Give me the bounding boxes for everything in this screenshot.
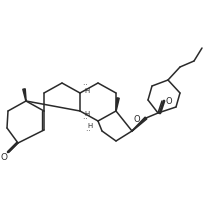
Text: O: O (134, 115, 140, 124)
Polygon shape (132, 117, 147, 131)
Text: ··: ·· (83, 82, 91, 90)
Polygon shape (116, 98, 119, 111)
Text: ··: ·· (83, 114, 91, 123)
Text: H: H (84, 111, 90, 117)
Text: H: H (87, 123, 93, 129)
Text: ··: ·· (86, 127, 94, 136)
Text: O: O (0, 152, 8, 162)
Polygon shape (23, 89, 26, 101)
Text: O: O (166, 97, 172, 106)
Text: H: H (84, 88, 90, 94)
